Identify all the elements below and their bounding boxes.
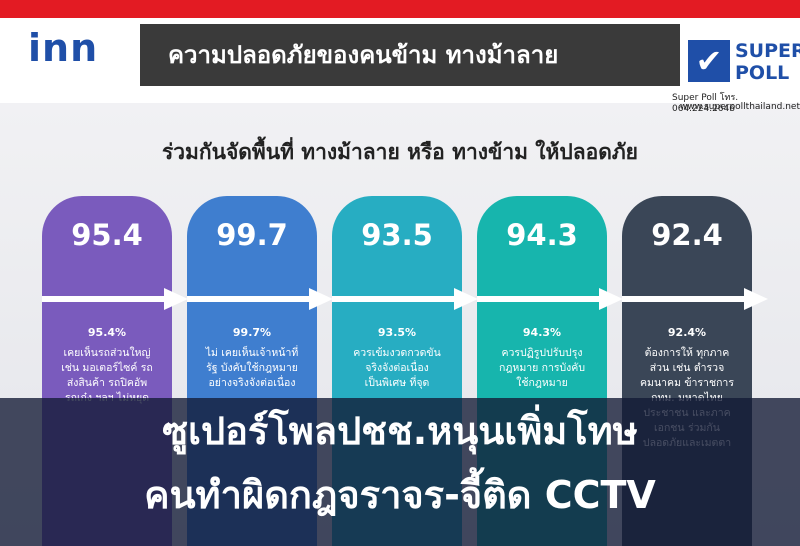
card-percent: 92.4% (667, 326, 707, 339)
card-text: ส่งสินค้า รถปิคอัพ (66, 377, 148, 389)
arrow (42, 288, 192, 310)
arrow-icon (477, 288, 623, 310)
card-text: ใช้กฎหมาย (516, 377, 568, 389)
card-value: 92.4 (651, 218, 723, 252)
arrow (332, 288, 482, 310)
card-text: กฎหมาย การบังคับ (498, 362, 585, 374)
contact: Super Poll โทร. 064.224.2646 (672, 93, 739, 114)
card-text: ส่วน เช่น ตำรวจ (649, 362, 725, 374)
card-text: ไม่ เคยเห็นเจ้าหน้าที่ (205, 347, 299, 359)
card-text: เช่น มอเตอร์ไซค์ รถ (61, 362, 153, 374)
headline-band: ซูเปอร์โพลปชช.หนุนเพิ่มโทษ คนทำผิดกฎจราจ… (0, 398, 800, 546)
arrow-icon (187, 288, 333, 310)
arrow (187, 288, 337, 310)
card-percent: 99.7% (232, 326, 272, 339)
card-value: 94.3 (506, 218, 578, 252)
card-value: 95.4 (71, 218, 143, 252)
card-value: 99.7 (216, 218, 288, 252)
card-text: คมนาคม ข้าราชการ (640, 377, 734, 389)
card-text: รัฐ บังคับใช้กฎหมาย (206, 362, 298, 374)
arrow-icon (42, 288, 188, 310)
card-text: ต้องการให้ ทุกภาค (644, 347, 730, 359)
banner: ความปลอดภัยของคนข้าม ทางม้าลาย (140, 24, 680, 86)
card-text: ควรปฏิรูปปรับปรุง (501, 347, 583, 359)
logo: inn (28, 26, 99, 70)
website: www.superpollthailand.net (680, 102, 800, 112)
card-text: จริงจังต่อเนื่อง (365, 362, 429, 374)
arrow (477, 288, 627, 310)
arrow (622, 288, 772, 310)
poll-logo: POLL (735, 62, 790, 84)
card-value: 93.5 (361, 218, 433, 252)
arrow-icon (332, 288, 478, 310)
subtitle: ร่วมกันจัดพื้นที่ ทางม้าลาย หรือ ทางข้าม… (161, 140, 638, 164)
card-percent: 94.3% (522, 326, 562, 339)
poll-logo: SUPER (735, 40, 800, 62)
poll-check: ✔ (688, 40, 730, 82)
card-text: เป็นพิเศษ ที่จุด (364, 377, 430, 389)
top-strip (0, 0, 800, 18)
card-text: อย่างจริงจังต่อเนื่อง (208, 377, 296, 389)
card-text: ควรเข้มงวดกวดขัน (353, 347, 441, 359)
arrow-icon (622, 288, 768, 310)
headline: ซูเปอร์โพลปชช.หนุนเพิ่มโทษ (162, 409, 638, 453)
card-percent: 95.4% (87, 326, 127, 339)
card-text: เคยเห็นรถส่วนใหญ่ (63, 347, 151, 359)
headline: คนทำผิดกฎจราจร-จี้ติด CCTV (144, 473, 656, 517)
card-percent: 93.5% (377, 326, 417, 339)
